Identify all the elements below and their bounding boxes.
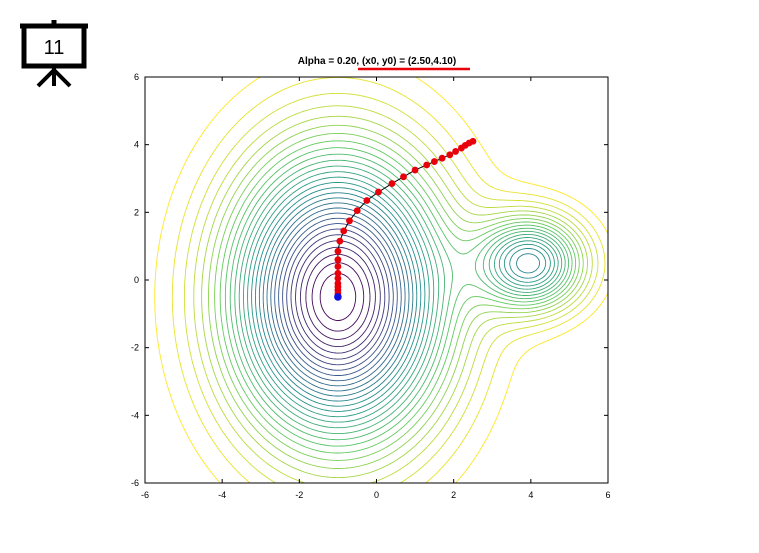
contour-line (319, 272, 357, 321)
chart-title: Alpha = 0.20, (x0, y0) = (2.50,4.10) (298, 56, 456, 67)
descent-point (334, 263, 342, 270)
contour-line (193, 105, 593, 483)
y-tick-label: 6 (134, 72, 139, 82)
slide-number: 11 (44, 37, 65, 59)
contour-line (255, 187, 547, 407)
icon-leg (36, 68, 56, 88)
contour-line (258, 192, 540, 402)
descent-point (411, 166, 419, 174)
contour-line (243, 171, 559, 423)
y-tick-label: 4 (134, 140, 139, 150)
x-tick-label: 4 (528, 490, 533, 500)
contour-line (282, 223, 394, 371)
x-tick-label: -6 (141, 490, 149, 500)
descent-point (452, 148, 459, 155)
contour-line (208, 124, 584, 469)
contour-line (201, 115, 588, 479)
descent-point (375, 188, 382, 196)
x-tick-label: 0 (374, 490, 379, 500)
end-point (334, 293, 342, 301)
descent-point (353, 207, 361, 215)
descent-point (334, 247, 342, 255)
y-tick-label: -4 (131, 410, 139, 420)
descent-point (334, 269, 342, 277)
y-tick-label: 2 (134, 207, 139, 217)
descent-point (388, 180, 396, 187)
contour-line (295, 240, 381, 354)
descent-point (336, 237, 344, 245)
contour-line (247, 176, 555, 418)
contour-line (234, 159, 566, 435)
contour-group (154, 77, 608, 483)
descent-point (334, 256, 342, 264)
contour-line (251, 181, 551, 412)
descent-point (423, 161, 431, 169)
contour-line (286, 228, 390, 366)
contour-line (305, 253, 371, 340)
contour-line (229, 153, 570, 441)
x-tick-label: 6 (605, 490, 610, 500)
x-tick-label: 2 (451, 490, 456, 500)
contour-line (274, 212, 402, 382)
descent-point (400, 173, 407, 181)
descent-point (363, 197, 371, 204)
contour-line (311, 262, 365, 332)
icon-leg (52, 68, 72, 88)
contour-line (183, 92, 599, 483)
x-tick-label: -2 (295, 490, 303, 500)
contour-line (262, 197, 414, 397)
contour-line (299, 246, 376, 348)
y-tick-label: -6 (131, 478, 139, 488)
contour-line (171, 77, 606, 483)
contour-line (224, 147, 573, 447)
descent-point (430, 158, 438, 165)
descent-point (457, 144, 465, 152)
contour-line (219, 140, 577, 454)
contour-line (270, 207, 406, 387)
contour-line (266, 202, 410, 392)
x-tick-label: -4 (218, 490, 226, 500)
contour-line (154, 77, 608, 483)
contour-line (290, 234, 386, 360)
descent-point (346, 217, 353, 225)
descent-point (446, 151, 454, 159)
presentation-icon: 11 (20, 20, 88, 88)
y-tick-label: 0 (134, 275, 139, 285)
descent-point (334, 274, 342, 282)
descent-point (340, 227, 348, 235)
descent-point (438, 154, 446, 162)
y-tick-label: -2 (131, 343, 139, 353)
contour-line (238, 165, 563, 429)
